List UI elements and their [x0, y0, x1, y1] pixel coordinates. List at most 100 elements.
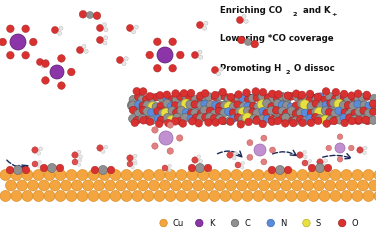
Circle shape [146, 118, 153, 126]
Circle shape [268, 118, 276, 126]
Circle shape [352, 169, 363, 181]
Circle shape [247, 140, 253, 146]
Circle shape [370, 108, 376, 116]
Circle shape [314, 93, 321, 101]
Circle shape [261, 97, 271, 108]
Circle shape [302, 160, 308, 166]
Circle shape [186, 100, 194, 109]
Circle shape [202, 114, 209, 121]
Circle shape [331, 117, 339, 124]
Circle shape [185, 101, 196, 113]
Circle shape [58, 82, 65, 89]
Circle shape [297, 169, 308, 181]
Circle shape [276, 165, 285, 174]
Circle shape [244, 19, 248, 23]
Circle shape [162, 165, 168, 171]
Circle shape [299, 119, 306, 127]
Circle shape [253, 117, 260, 125]
Circle shape [364, 93, 371, 100]
Circle shape [147, 105, 158, 116]
Circle shape [258, 93, 267, 101]
Circle shape [338, 219, 346, 227]
Circle shape [104, 36, 108, 40]
Circle shape [365, 102, 373, 110]
Circle shape [193, 180, 203, 191]
Text: S: S [316, 219, 321, 228]
Circle shape [337, 105, 347, 116]
Circle shape [331, 110, 339, 118]
Circle shape [203, 180, 214, 191]
Circle shape [290, 119, 297, 127]
Circle shape [363, 169, 374, 181]
Text: Cu: Cu [173, 219, 184, 228]
Circle shape [322, 88, 330, 95]
Circle shape [134, 162, 137, 165]
Circle shape [165, 169, 176, 181]
Circle shape [354, 101, 361, 108]
Circle shape [175, 102, 186, 113]
Circle shape [29, 38, 37, 46]
Circle shape [110, 190, 121, 202]
Circle shape [192, 114, 200, 122]
Circle shape [335, 93, 344, 102]
Circle shape [232, 156, 236, 160]
Circle shape [264, 94, 272, 101]
Circle shape [234, 114, 242, 121]
Circle shape [36, 59, 44, 66]
Circle shape [217, 72, 220, 76]
Circle shape [186, 94, 194, 102]
Circle shape [188, 118, 196, 125]
Circle shape [239, 103, 248, 111]
Circle shape [176, 169, 187, 181]
Circle shape [241, 103, 253, 114]
Circle shape [104, 28, 108, 32]
Circle shape [169, 64, 176, 72]
Text: 2: 2 [292, 12, 297, 17]
Circle shape [220, 117, 227, 125]
Circle shape [42, 60, 49, 67]
Circle shape [197, 21, 203, 29]
Circle shape [206, 101, 215, 109]
Circle shape [154, 190, 165, 202]
Circle shape [303, 219, 310, 227]
Circle shape [259, 180, 270, 191]
Circle shape [152, 143, 158, 149]
Circle shape [146, 93, 153, 100]
Circle shape [261, 159, 267, 165]
Circle shape [33, 190, 44, 202]
Text: Enriching CO: Enriching CO [220, 6, 282, 15]
Circle shape [121, 190, 132, 202]
Circle shape [213, 101, 224, 112]
Text: O dissoc: O dissoc [294, 64, 334, 73]
Circle shape [303, 180, 314, 191]
Circle shape [168, 169, 171, 172]
Circle shape [32, 161, 38, 167]
Circle shape [22, 169, 33, 181]
Circle shape [330, 117, 337, 125]
Circle shape [138, 95, 146, 104]
Circle shape [188, 110, 195, 117]
Circle shape [195, 119, 203, 127]
Circle shape [134, 110, 143, 118]
Circle shape [153, 64, 161, 72]
Circle shape [211, 114, 218, 122]
Circle shape [212, 119, 220, 126]
Circle shape [197, 110, 205, 117]
Circle shape [168, 164, 171, 167]
Circle shape [250, 115, 258, 123]
Circle shape [187, 169, 198, 181]
Circle shape [198, 190, 209, 202]
Circle shape [298, 91, 306, 99]
Circle shape [335, 180, 347, 191]
Circle shape [264, 190, 275, 202]
Circle shape [182, 109, 190, 116]
Circle shape [224, 102, 233, 111]
Circle shape [155, 120, 163, 128]
Circle shape [270, 180, 280, 191]
Circle shape [349, 145, 354, 151]
Circle shape [253, 169, 264, 181]
Circle shape [66, 169, 77, 181]
Circle shape [275, 190, 286, 202]
Circle shape [323, 120, 331, 127]
Circle shape [102, 150, 105, 153]
